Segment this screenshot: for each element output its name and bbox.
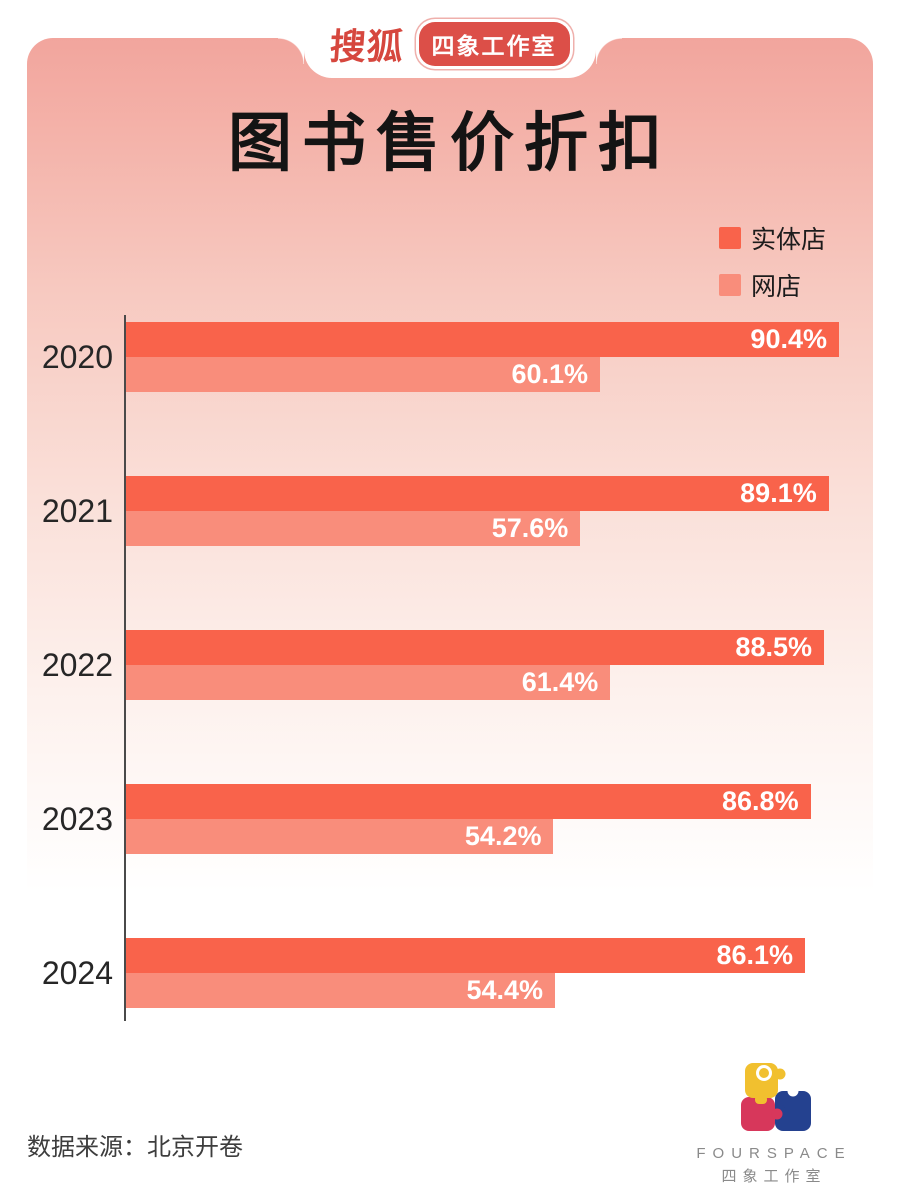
bar-value-label: 89.1% <box>740 478 817 508</box>
studio-badge: 四象工作室 <box>418 22 570 66</box>
bar-group-2023: 2023 86.8% 54.2% <box>42 784 873 854</box>
year-label: 2022 <box>41 646 113 683</box>
sohu-logo: 搜狐 <box>328 26 406 67</box>
bar-实体店-2021: 89.1% <box>126 476 829 511</box>
notch-fillet-left <box>278 38 304 64</box>
fourspace-wordmark: FOURSPACE <box>696 1145 852 1162</box>
bar-网店-2022: 61.4% <box>126 665 611 700</box>
bar-实体店-2022: 88.5% <box>126 630 824 665</box>
bar-value-label: 54.2% <box>464 821 542 851</box>
bar-value-label: 86.8% <box>722 786 799 816</box>
bar-value-label: 60.1% <box>511 359 588 389</box>
fourspace-wordmark-cn: 四象工作室 <box>721 1168 827 1185</box>
bar-group-2022: 2022 88.5% 61.4% <box>42 630 873 700</box>
bar-value-label: 88.5% <box>735 632 812 662</box>
legend-swatch-online-store <box>718 274 741 296</box>
header-notch: 搜狐 四象工作室 <box>304 0 596 78</box>
legend-item-online-store: 网店 <box>718 267 826 303</box>
bar-value-label: 57.6% <box>491 513 569 543</box>
data-source-note: 数据来源：北京开卷 <box>27 1134 243 1161</box>
bar-网店-2020: 60.1% <box>126 357 600 392</box>
year-label: 2021 <box>41 492 113 529</box>
page-title: 图书售价折扣 <box>228 107 672 179</box>
bar-group-2021: 2021 89.1% 57.6% <box>42 476 873 546</box>
legend-swatch-physical-store <box>718 227 741 249</box>
bar-网店-2024: 54.4% <box>126 973 556 1008</box>
chart-legend: 实体店 网店 <box>718 220 826 314</box>
bar-实体店-2024: 86.1% <box>126 938 806 973</box>
year-label: 2023 <box>41 800 113 837</box>
bar-group-2024: 2024 86.1% 54.4% <box>42 938 873 1008</box>
year-label: 2024 <box>41 954 113 991</box>
notch-fillet-right <box>596 38 622 64</box>
bar-value-label: 54.4% <box>466 975 544 1005</box>
bar-group-2020: 2020 90.4% 60.1% <box>42 322 873 392</box>
puzzle-logo-icon <box>741 1063 811 1131</box>
fourspace-logo: FOURSPACE 四象工作室 <box>684 1059 864 1186</box>
bar-网店-2021: 57.6% <box>126 511 581 546</box>
bar-实体店-2023: 86.8% <box>126 784 811 819</box>
bar-网店-2023: 54.2% <box>126 819 554 854</box>
bar-value-label: 86.1% <box>716 940 794 970</box>
y-axis-line <box>124 315 126 1021</box>
bar-chart: 2020 90.4% 60.1% 2021 89.1% 57.6% 2022 88.5% 61.… <box>27 315 873 1021</box>
legend-label: 网店 <box>750 273 801 301</box>
bar-value-label: 61.4% <box>521 667 599 697</box>
bar-value-label: 90.4% <box>750 324 827 354</box>
bar-实体店-2020: 90.4% <box>126 322 839 357</box>
legend-item-physical-store: 实体店 <box>718 220 826 256</box>
legend-label: 实体店 <box>750 226 826 254</box>
year-label: 2020 <box>41 338 113 375</box>
